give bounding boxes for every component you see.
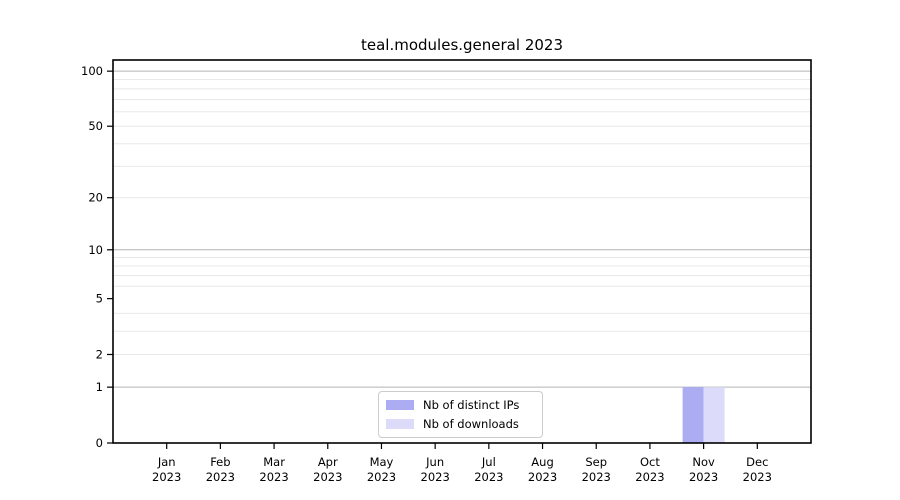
x-tick-label-feb: Feb 2023	[206, 455, 235, 484]
x-tick-label-jul: Jul 2023	[474, 455, 503, 484]
y-tick-label-2: 2	[96, 347, 103, 361]
legend-swatch-downloads	[386, 419, 414, 429]
legend-item-downloads: Nb of downloads	[386, 417, 533, 431]
x-tick-label-jun: Jun 2023	[421, 455, 450, 484]
x-tick-label-dec: Dec 2023	[743, 455, 772, 484]
y-tick-label-20: 20	[88, 191, 103, 205]
y-tick-label-0: 0	[96, 436, 103, 450]
legend-item-distinct-ips: Nb of distinct IPs	[386, 398, 533, 412]
legend-label-downloads: Nb of downloads	[423, 417, 519, 431]
x-tick-label-nov: Nov 2023	[689, 455, 718, 484]
y-tick-label-10: 10	[88, 243, 103, 257]
x-tick-label-oct: Oct 2023	[635, 455, 664, 484]
y-tick-label-5: 5	[96, 292, 103, 306]
x-tick-label-may: May 2023	[367, 455, 396, 484]
x-tick-label-aug: Aug 2023	[528, 455, 557, 484]
bar-nb-of-distinct-ips-nov	[682, 387, 704, 443]
plot-border	[112, 59, 812, 444]
x-tick-label-jan: Jan 2023	[152, 455, 181, 484]
legend: Nb of distinct IPs Nb of downloads	[378, 391, 543, 438]
chart-title: teal.modules.general 2023	[361, 36, 563, 54]
x-tick-label-mar: Mar 2023	[259, 455, 288, 484]
y-tick-label-1: 1	[96, 380, 103, 394]
legend-swatch-distinct-ips	[386, 400, 414, 410]
x-tick-label-apr: Apr 2023	[313, 455, 342, 484]
y-tick-label-50: 50	[88, 119, 103, 133]
legend-label-distinct-ips: Nb of distinct IPs	[423, 398, 520, 412]
bar-nb-of-downloads-nov	[703, 387, 725, 443]
x-tick-label-sep: Sep 2023	[582, 455, 611, 484]
y-tick-label-100: 100	[81, 64, 103, 78]
